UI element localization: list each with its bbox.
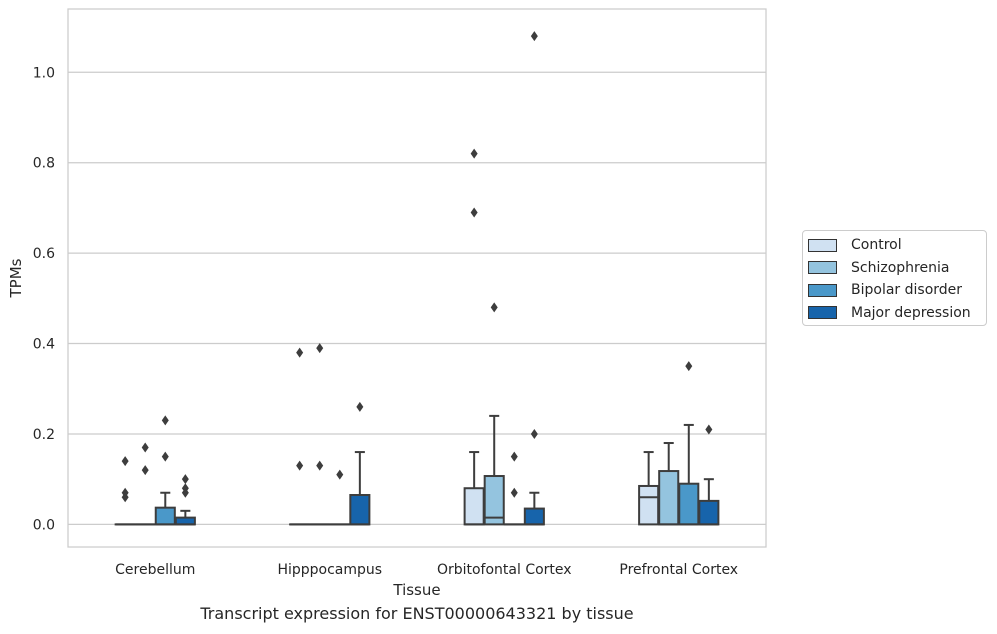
box-bipolar-disorder-1: [329, 469, 351, 526]
y-tick-label: 0.2: [33, 427, 55, 443]
outlier-point: [356, 401, 364, 412]
legend-item: Major depression: [808, 302, 986, 325]
outlier-point: [530, 428, 538, 439]
box-schizophrenia-0: [134, 442, 156, 526]
box-control-3: [638, 451, 660, 526]
outlier-point: [296, 347, 304, 358]
outlier-point: [470, 148, 478, 159]
outlier-point: [161, 451, 169, 462]
box-control-1: [289, 347, 311, 526]
box-schizophrenia-2: [483, 302, 505, 526]
x-axis-label: Tissue: [392, 581, 440, 599]
legend-label: Bipolar disorder: [851, 282, 963, 299]
outlier-point: [685, 361, 693, 372]
outlier-point: [121, 492, 129, 503]
outlier-point: [141, 442, 149, 453]
box-bipolar-disorder-2: [503, 451, 525, 526]
outlier-point: [181, 487, 189, 498]
box-body: [678, 482, 700, 526]
legend-swatch: [808, 283, 837, 297]
legend-swatch: [808, 306, 837, 320]
box-bipolar-disorder-0: [154, 415, 176, 526]
y-tick-label: 0.8: [33, 156, 55, 172]
box-body: [349, 494, 371, 526]
y-tick-label: 1.0: [33, 65, 55, 81]
y-tick-label: 0.0: [33, 517, 55, 533]
outlier-point: [121, 456, 129, 467]
legend-item: Control: [808, 234, 986, 257]
outlier-point: [141, 465, 149, 476]
outlier-point: [470, 207, 478, 218]
box-schizophrenia-3: [658, 442, 680, 526]
outlier-point: [705, 424, 713, 435]
outlier-point: [181, 474, 189, 485]
box-body: [154, 506, 176, 526]
box-major-depression-0: [174, 474, 196, 526]
outlier-point: [336, 469, 344, 480]
outlier-point: [510, 451, 518, 462]
y-tick-label: 0.4: [33, 337, 55, 353]
box-schizophrenia-1: [309, 343, 331, 526]
box-body: [638, 484, 660, 526]
outlier-point: [316, 343, 324, 354]
box-body: [523, 507, 545, 526]
legend-label: Schizophrenia: [851, 259, 950, 276]
box-major-depression-1: [349, 401, 371, 526]
outlier-point: [490, 302, 498, 313]
outlier-point: [530, 31, 538, 42]
box-bipolar-disorder-3: [678, 361, 700, 526]
legend-swatch: [808, 238, 837, 252]
outlier-point: [161, 415, 169, 426]
box-major-depression-3: [698, 424, 720, 526]
box-body: [658, 470, 680, 526]
box-body: [174, 516, 196, 526]
box-control-0: [114, 456, 136, 526]
x-tick-label: Prefrontal Cortex: [619, 562, 738, 578]
legend-item: Bipolar disorder: [808, 279, 986, 302]
box-plot-chart: 0.0 0.2 0.4 0.6 0.8 1.0 Cerebellum Hipppocampu…: [7, 8, 767, 599]
box-body: [483, 475, 505, 526]
x-tick-label: Orbitofontal Cortex: [437, 562, 572, 578]
x-tick-label: Cerebellum: [115, 562, 195, 578]
box-body: [463, 487, 485, 526]
gridlines: [68, 71, 766, 526]
box-layer: [114, 31, 720, 526]
legend-label: Control: [851, 237, 902, 254]
y-axis-label: TPMs: [7, 258, 25, 298]
outlier-point: [296, 460, 304, 471]
chart-caption: Transcript expression for ENST0000064332…: [200, 604, 634, 623]
y-tick-label: 0.6: [33, 246, 55, 262]
legend-item: Schizophrenia: [808, 257, 986, 280]
legend-swatch: [808, 261, 837, 275]
legend: Control Schizophrenia Bipolar disorder Majo…: [802, 230, 987, 326]
plot-frame: [67, 8, 767, 548]
x-tick-label: Hipppocampus: [277, 562, 382, 578]
legend-label: Major depression: [851, 304, 971, 321]
x-tick-labels: Cerebellum Hipppocampus Orbitofontal Corte…: [115, 562, 738, 578]
outlier-point: [316, 460, 324, 471]
y-tick-labels: 0.0 0.2 0.4 0.6 0.8 1.0: [33, 65, 55, 533]
box-control-2: [463, 148, 485, 526]
outlier-point: [510, 487, 518, 498]
box-major-depression-2: [523, 31, 545, 526]
box-body: [698, 499, 720, 526]
